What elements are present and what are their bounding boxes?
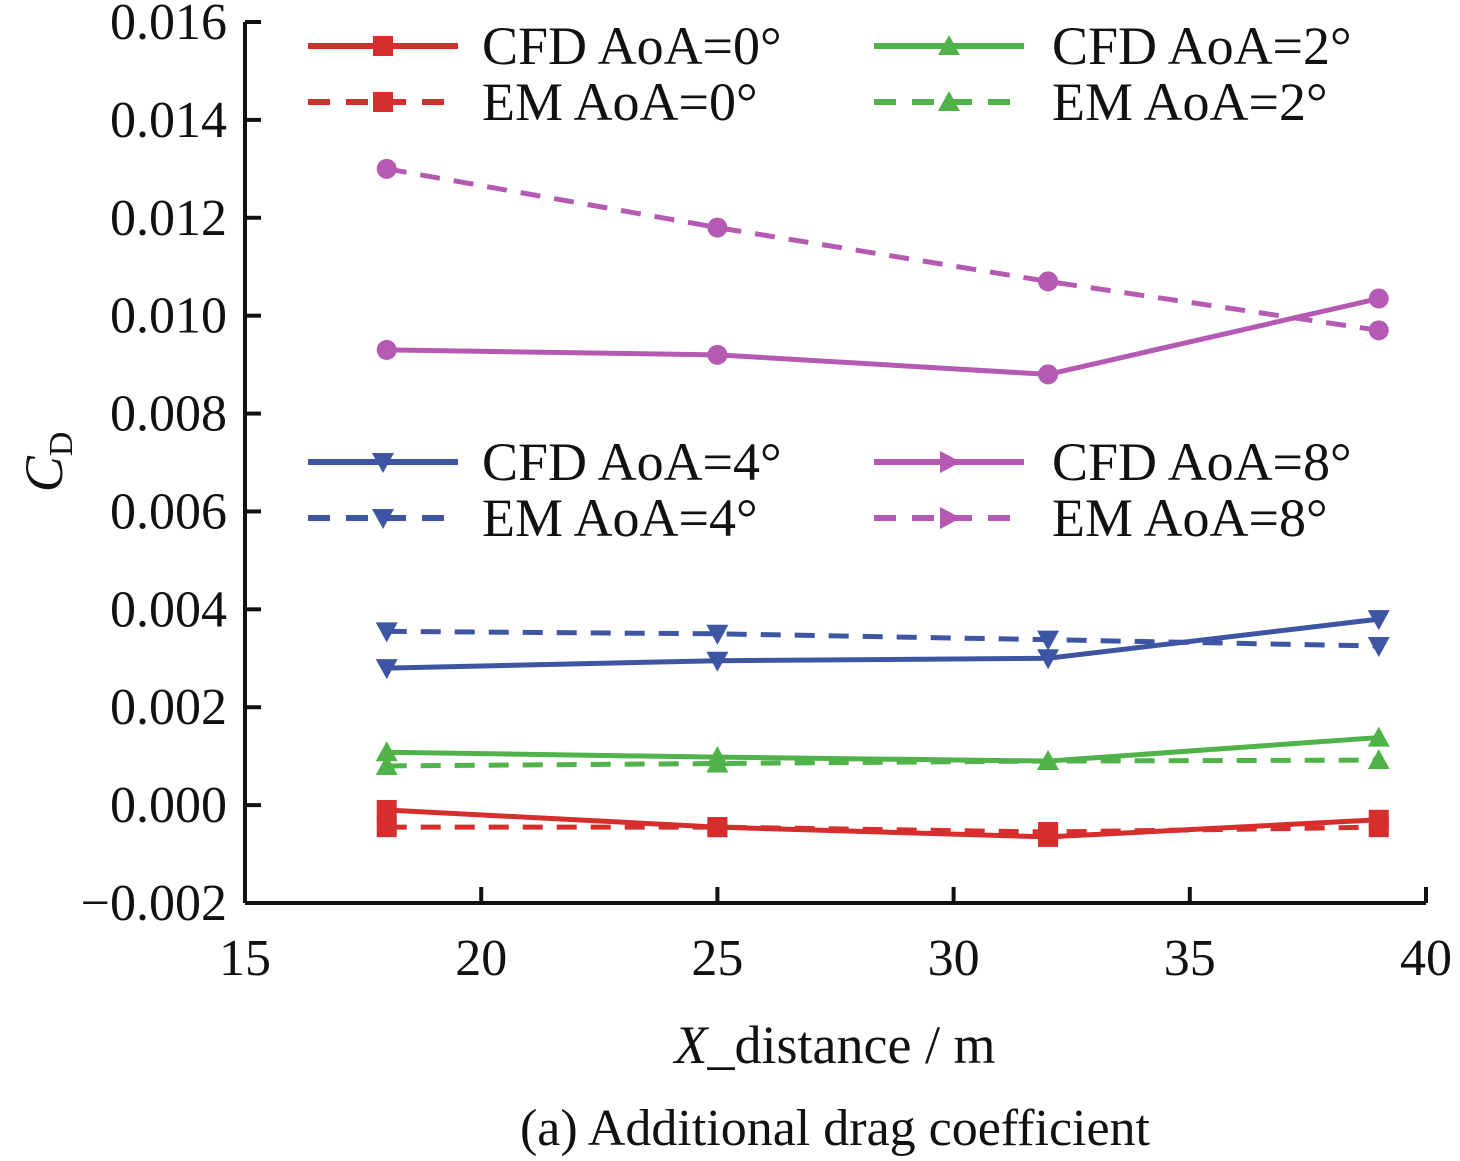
legend-marker (373, 36, 393, 56)
data-point (376, 339, 397, 360)
data-point (1368, 320, 1389, 341)
data-point (1367, 726, 1390, 747)
data-point (706, 651, 729, 672)
y-tick-label: 0.016 (110, 0, 227, 51)
series-4 (375, 610, 1390, 680)
data-point (1038, 364, 1059, 385)
legend-marker (938, 35, 960, 55)
series-line (386, 735, 1379, 764)
series-0 (376, 800, 1389, 847)
legend-item: CFD AoA=0° (308, 16, 782, 76)
y-tick-label: 0.004 (110, 581, 227, 638)
data-point (707, 344, 728, 365)
series-line (386, 807, 1379, 840)
y-axis-label-sub: D (43, 432, 80, 457)
x-axis-label: X_distance / m (673, 1015, 996, 1075)
legend-marker (372, 509, 394, 529)
data-point (1367, 749, 1390, 770)
legend-marker (940, 451, 961, 473)
y-axis-label-main: C (14, 455, 74, 492)
legend-label: EM AoA=0° (482, 72, 758, 132)
ticks: −0.002 0.000 0.002 0.004 0.006 0.008 0.010 0.01… (81, 0, 1452, 987)
legend-marker (940, 507, 961, 529)
legend-item: EM AoA=4° (308, 488, 758, 548)
data-point (706, 752, 729, 773)
data-point (1368, 288, 1389, 309)
series-5 (375, 622, 1390, 658)
legend-item: EM AoA=2° (874, 72, 1328, 132)
data-point (1037, 750, 1060, 771)
series-line (386, 824, 1379, 835)
x-tick-label: 15 (219, 930, 271, 987)
data-point (1038, 822, 1059, 843)
series-6 (376, 288, 1389, 385)
legend-marker (373, 92, 393, 112)
legend-label: EM AoA=8° (1052, 488, 1328, 548)
x-axis-label-italic: X (673, 1015, 710, 1075)
legend-item: CFD AoA=4° (308, 432, 782, 492)
legend-item: EM AoA=0° (308, 72, 758, 132)
y-tick-label: 0.002 (110, 679, 227, 736)
legend-label: CFD AoA=0° (482, 16, 782, 76)
axes (243, 22, 1426, 905)
data-point (1038, 271, 1059, 292)
legend-label: CFD AoA=8° (1052, 432, 1352, 492)
series-3 (375, 749, 1390, 775)
data-point (376, 817, 397, 838)
series-1 (376, 817, 1389, 843)
data-point (376, 158, 397, 179)
y-tick-label: −0.002 (81, 875, 227, 932)
data-point (1367, 610, 1390, 631)
series-line (386, 296, 1380, 377)
x-axis-label-rest: _distance / m (707, 1015, 996, 1075)
data-point (1368, 817, 1389, 838)
legend-item: CFD AoA=8° (874, 432, 1352, 492)
x-tick-label: 25 (691, 930, 743, 987)
data-point (375, 659, 398, 680)
y-tick-label: 0.012 (110, 190, 227, 247)
series-line (386, 628, 1379, 649)
y-tick-label: 0.000 (110, 777, 227, 834)
data-point (375, 754, 398, 775)
data-point (375, 741, 398, 762)
y-axis-label: CD (14, 432, 80, 493)
legend-label: EM AoA=2° (1052, 72, 1328, 132)
series-line (386, 616, 1380, 671)
series-line (386, 166, 1380, 333)
legend-label: EM AoA=4° (482, 488, 758, 548)
data-point (707, 817, 728, 838)
legend-item: CFD AoA=2° (874, 16, 1352, 76)
data-point (707, 217, 728, 238)
y-tick-label: 0.014 (110, 92, 227, 149)
x-tick-label: 20 (455, 930, 507, 987)
y-tick-label: 0.008 (110, 386, 227, 443)
legend-label: CFD AoA=4° (482, 432, 782, 492)
x-tick-label: 30 (928, 930, 980, 987)
series-line (386, 757, 1379, 769)
series-7 (376, 158, 1389, 341)
y-tick-label: 0.010 (110, 288, 227, 345)
data-point (706, 624, 729, 645)
x-tick-label: 35 (1164, 930, 1216, 987)
legend-marker (372, 453, 394, 473)
data-point (1367, 637, 1390, 658)
figure-caption: (a) Additional drag coefficient (520, 1100, 1151, 1157)
data-point (376, 800, 397, 821)
x-tick-label: 40 (1400, 930, 1452, 987)
legend-label: CFD AoA=2° (1052, 16, 1352, 76)
data-point (1037, 649, 1060, 670)
legend: CFD AoA=0°EM AoA=0° CFD AoA=2°EM AoA=2° CF… (308, 16, 1352, 548)
data-point (1037, 630, 1060, 651)
legend-marker (938, 91, 960, 111)
data-point (375, 622, 398, 643)
y-tick-label: 0.006 (110, 483, 227, 540)
legend-item: EM AoA=8° (874, 488, 1328, 548)
series-layer (375, 158, 1390, 847)
